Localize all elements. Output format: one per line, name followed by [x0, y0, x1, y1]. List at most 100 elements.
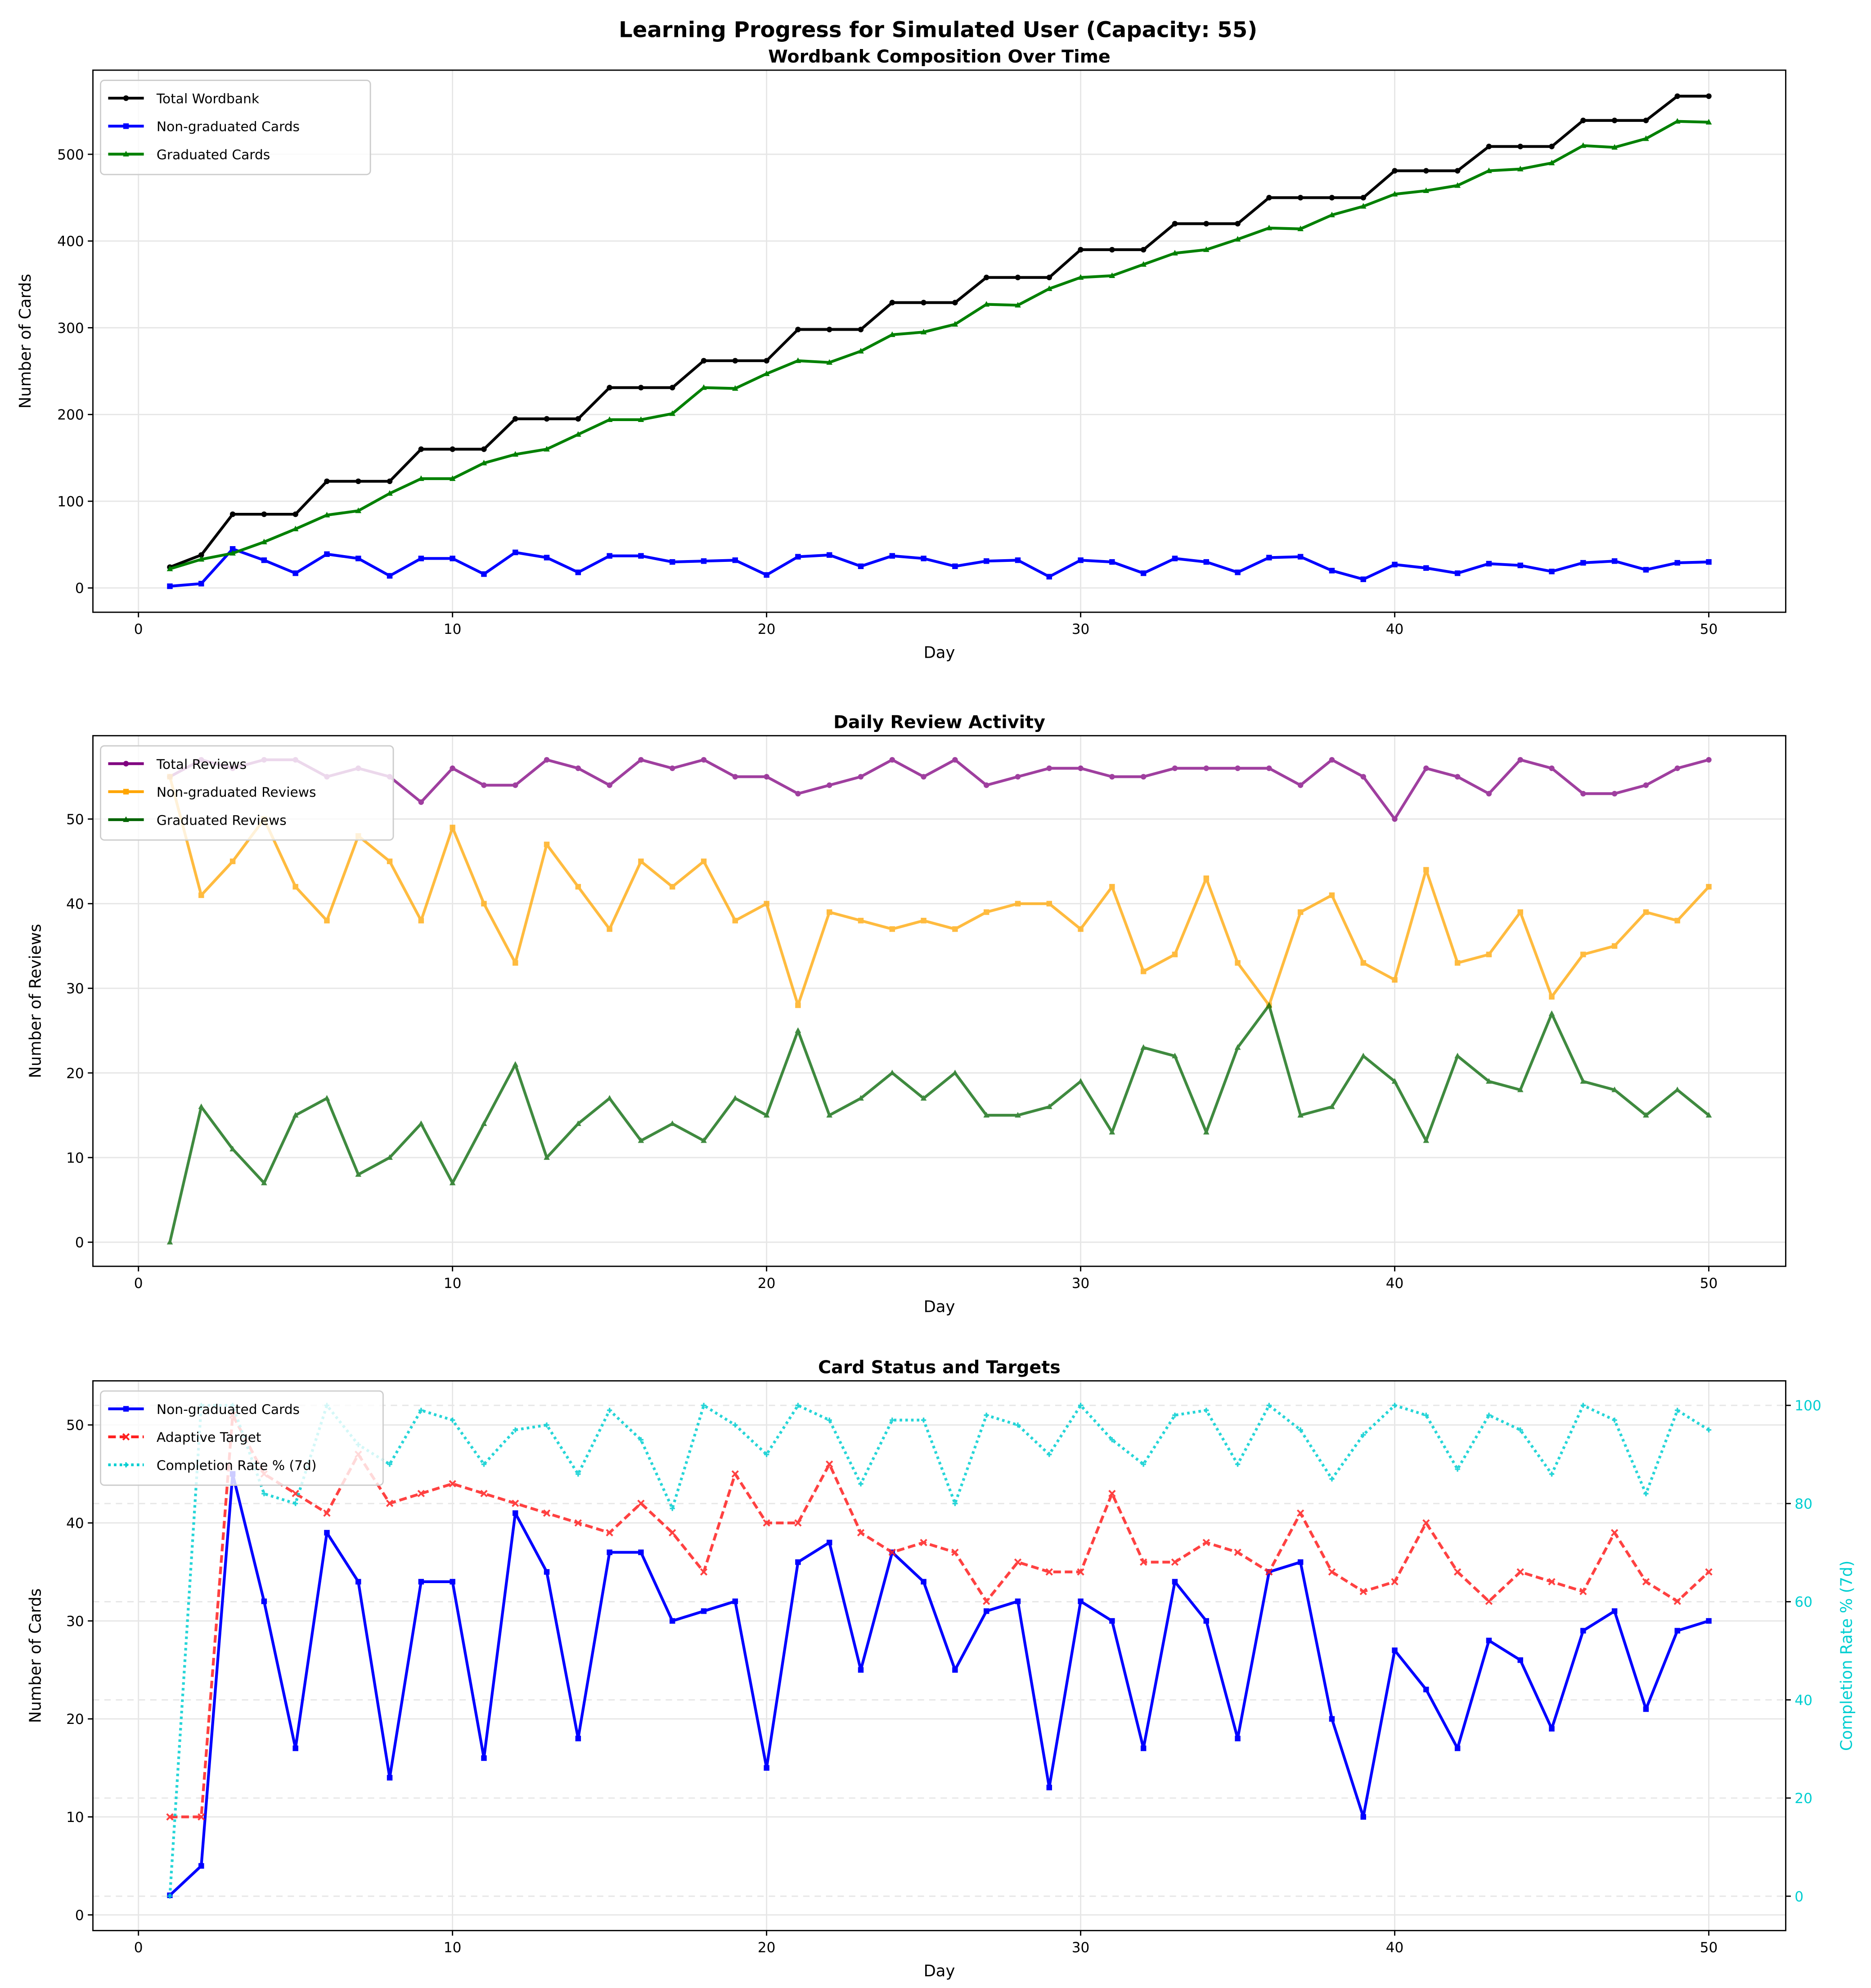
- data-point: [1329, 1103, 1335, 1109]
- x-tick-label: 30: [1072, 621, 1090, 637]
- data-point: [1643, 1706, 1649, 1712]
- data-point: [1674, 1628, 1680, 1634]
- data-point: [1141, 1462, 1146, 1467]
- data-point: [229, 858, 236, 864]
- data-point: [575, 765, 581, 771]
- data-point: [795, 327, 801, 332]
- data-point: [1077, 1078, 1084, 1084]
- data-point: [1706, 1618, 1712, 1624]
- data-point: [1580, 560, 1586, 566]
- legend-label: Non-graduated Cards: [157, 119, 300, 135]
- subplot-title: Card Status and Targets: [818, 1357, 1061, 1378]
- data-point: [292, 570, 298, 576]
- data-point: [920, 1539, 927, 1546]
- legend-marker: [123, 1406, 129, 1412]
- series-non-graduated-reviews: [167, 774, 1712, 1008]
- data-point: [513, 549, 518, 556]
- data-point: [1423, 1137, 1430, 1143]
- data-point: [920, 1095, 927, 1101]
- data-point: [638, 757, 644, 763]
- data-point: [890, 1418, 895, 1423]
- subplot-title: Daily Review Activity: [833, 712, 1045, 732]
- y-tick-label: 0: [75, 1235, 84, 1251]
- data-point: [1579, 1588, 1587, 1595]
- data-point: [826, 909, 832, 915]
- data-point: [449, 1180, 456, 1185]
- data-point: [921, 1418, 927, 1423]
- data-point: [607, 782, 612, 788]
- data-point: [1486, 561, 1492, 567]
- legend-marker: [123, 95, 129, 101]
- data-point: [324, 512, 330, 518]
- data-point: [1705, 119, 1712, 125]
- data-point: [1202, 1539, 1210, 1546]
- data-point: [1643, 909, 1649, 915]
- data-point: [701, 858, 707, 864]
- data-point: [764, 901, 769, 906]
- legend-marker: [122, 1433, 130, 1441]
- data-point: [323, 1509, 331, 1517]
- data-point: [982, 1598, 990, 1605]
- data-point: [292, 884, 298, 890]
- data-point: [732, 358, 738, 364]
- data-point: [732, 774, 738, 780]
- data-point: [733, 1422, 738, 1428]
- data-point: [293, 1501, 298, 1506]
- data-point: [417, 1490, 425, 1498]
- data-point: [1580, 790, 1586, 797]
- data-point: [1329, 1476, 1335, 1482]
- data-point: [1015, 1422, 1021, 1428]
- y-right-axis-label: Completion Rate % (7d): [1838, 1561, 1856, 1751]
- data-point: [512, 1061, 519, 1067]
- data-point: [952, 757, 958, 763]
- x-axis-label: Day: [924, 644, 955, 662]
- x-tick-label: 10: [444, 1939, 462, 1956]
- data-point: [1297, 195, 1304, 201]
- data-point: [1297, 909, 1304, 915]
- data-point: [418, 799, 424, 805]
- data-point: [1643, 567, 1649, 573]
- data-point: [952, 1667, 958, 1673]
- series-adaptive-target: [166, 1411, 1713, 1821]
- y-tick-label: 20: [66, 1711, 84, 1728]
- data-point: [952, 1069, 958, 1076]
- data-point: [418, 556, 424, 561]
- data-point: [1203, 1129, 1210, 1135]
- data-point: [544, 446, 550, 452]
- data-point: [449, 1480, 456, 1488]
- data-point: [732, 1095, 738, 1101]
- data-point: [1548, 159, 1555, 166]
- data-point: [1203, 559, 1209, 565]
- y-right-tick-label: 40: [1795, 1692, 1813, 1709]
- series-non-graduated-cards: [167, 1471, 1712, 1898]
- legend-marker: [123, 151, 129, 157]
- data-point: [889, 331, 895, 337]
- data-point: [1643, 1112, 1649, 1118]
- data-point: [1706, 93, 1712, 99]
- data-point: [1485, 1598, 1493, 1605]
- data-point: [1296, 1509, 1304, 1517]
- data-point: [418, 1579, 424, 1585]
- y-tick-label: 0: [75, 580, 84, 597]
- legend-label: Completion Rate % (7d): [157, 1458, 317, 1473]
- data-point: [764, 774, 769, 780]
- data-point: [166, 565, 173, 571]
- data-point: [1706, 757, 1712, 763]
- data-point: [481, 459, 487, 466]
- data-point: [1234, 1044, 1241, 1050]
- data-point: [1517, 166, 1524, 171]
- data-point: [1329, 1716, 1335, 1722]
- y-tick-label: 50: [66, 812, 84, 828]
- data-point: [1172, 556, 1178, 561]
- data-point: [575, 884, 581, 890]
- data-point: [1674, 765, 1680, 771]
- data-point: [700, 1568, 708, 1576]
- data-point: [1203, 220, 1209, 227]
- data-point: [292, 1112, 299, 1118]
- data-point: [1486, 1638, 1492, 1643]
- x-tick-label: 0: [134, 1939, 143, 1956]
- series-line: [168, 1004, 1710, 1243]
- data-point: [575, 1736, 581, 1741]
- data-point: [387, 478, 393, 485]
